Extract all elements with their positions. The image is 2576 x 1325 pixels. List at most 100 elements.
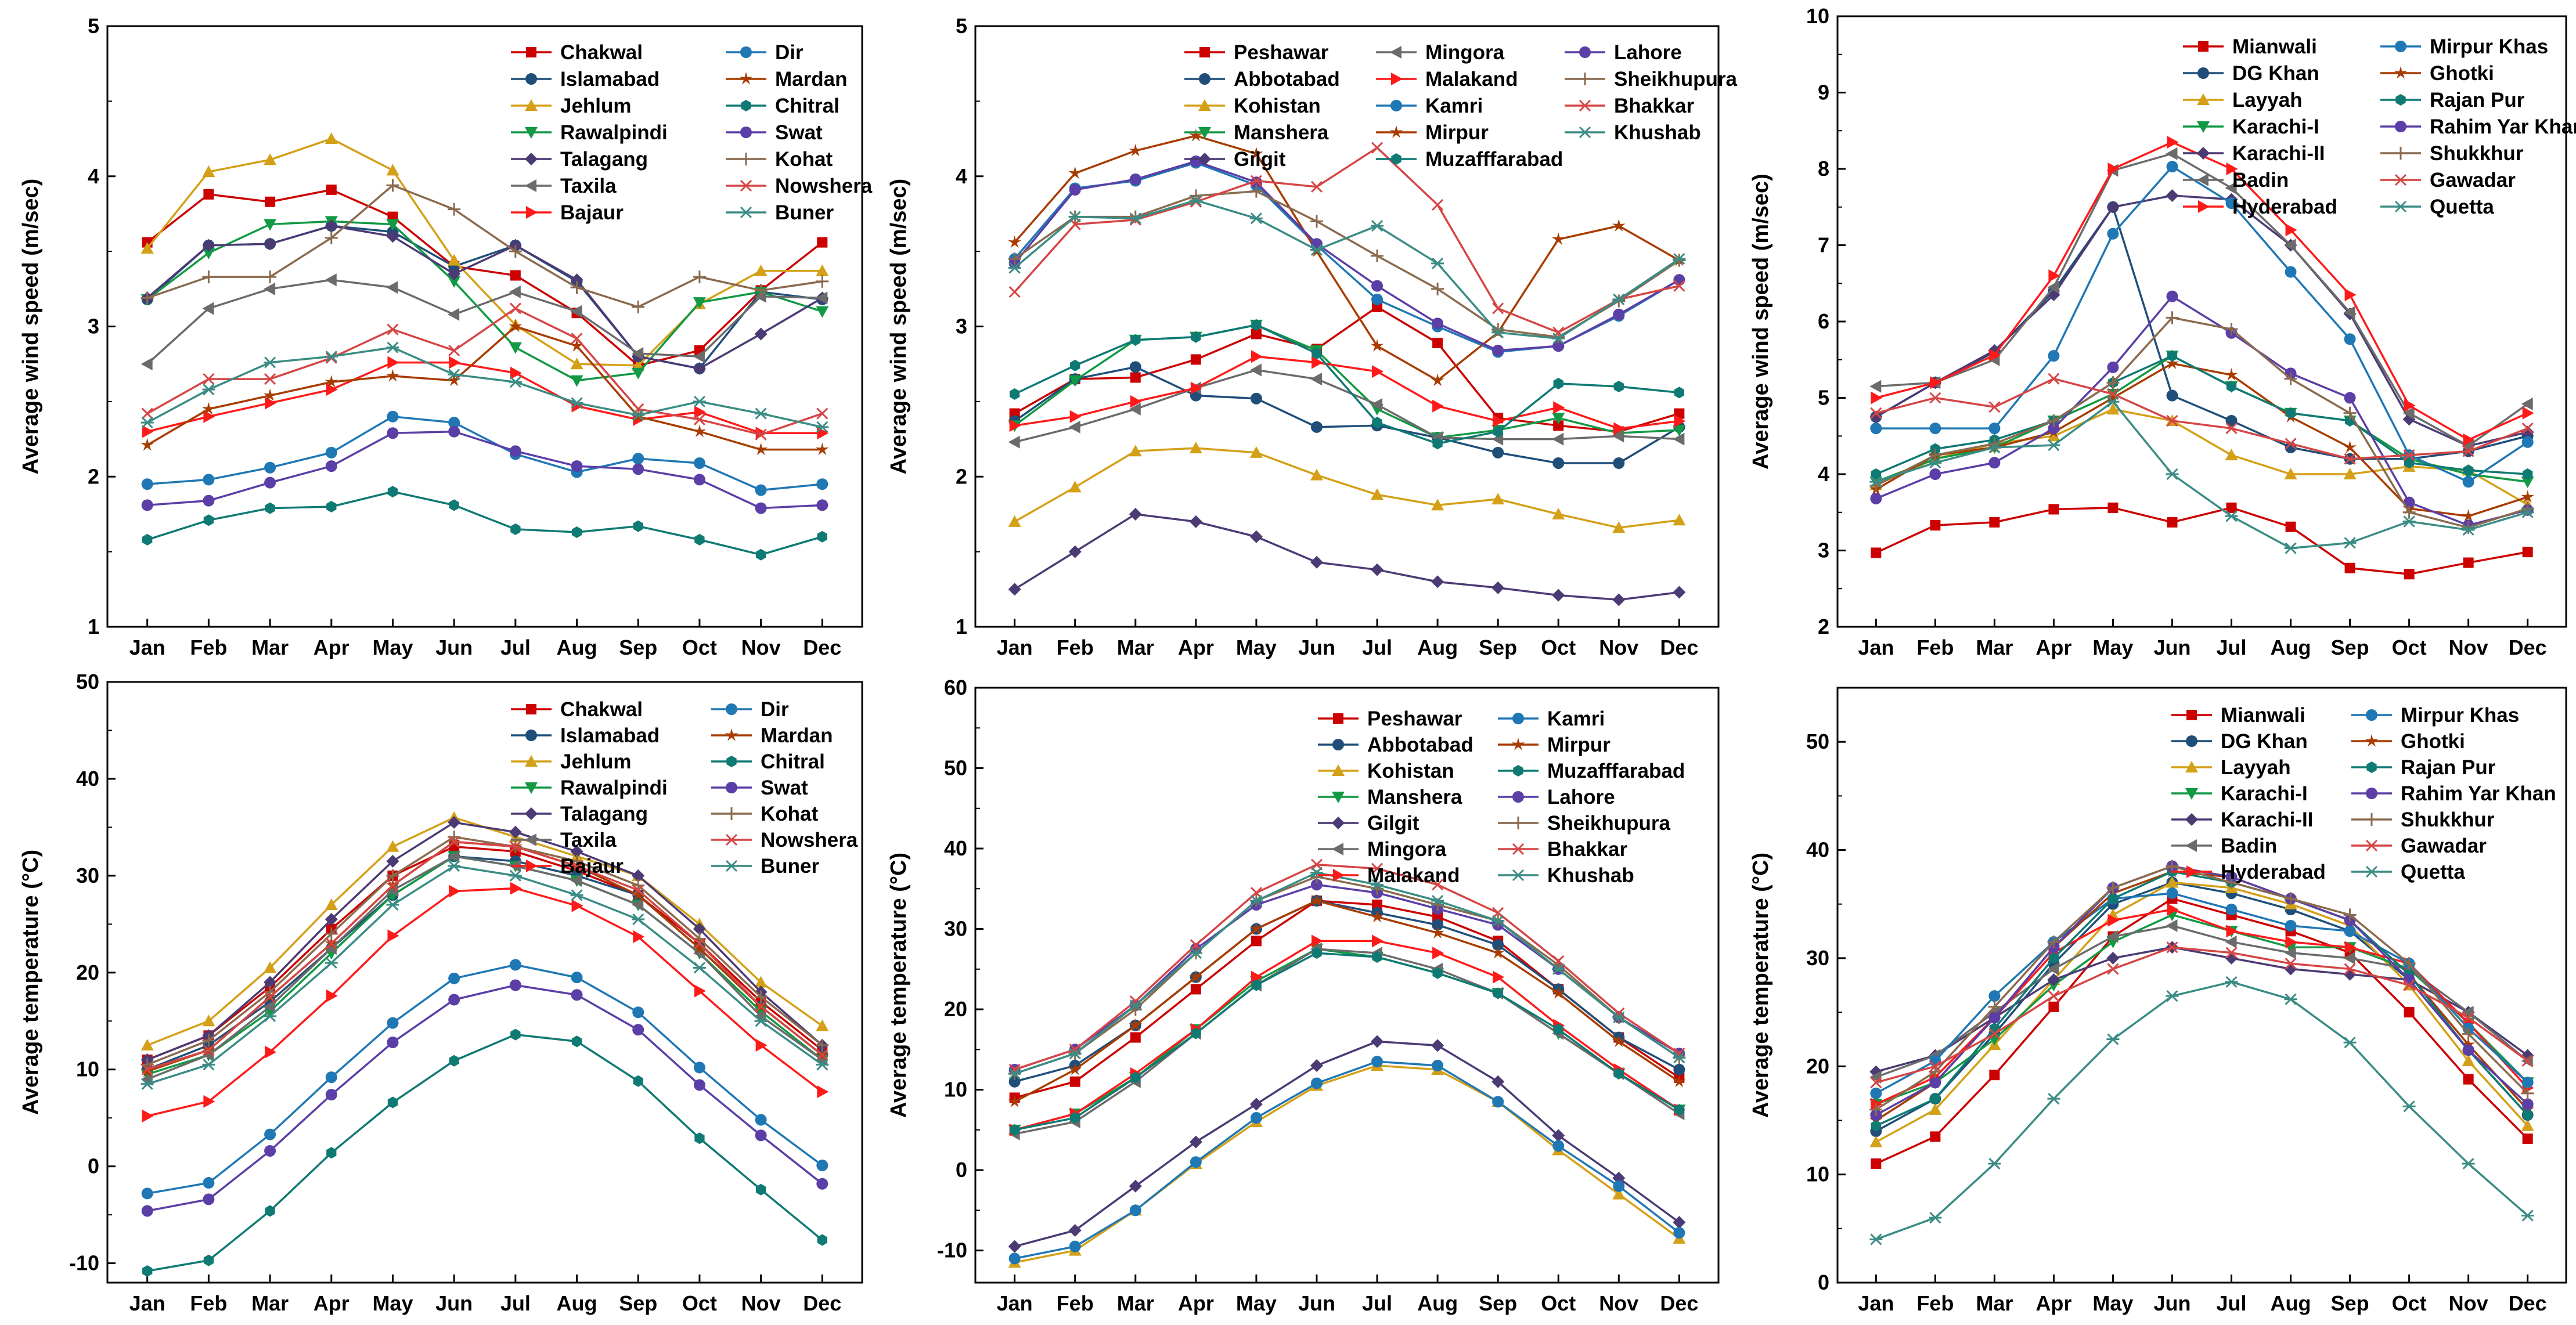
data-point — [2048, 373, 2060, 385]
y-axis-title: Average temperature (°C) — [887, 853, 911, 1118]
data-point — [1989, 517, 2000, 528]
legend-label: Rawalpindi — [560, 777, 668, 799]
data-point — [509, 445, 521, 457]
data-point — [2166, 468, 2179, 481]
x-tick-label: Dec — [803, 1291, 841, 1315]
legend-label: Shukkhur — [2430, 142, 2524, 165]
data-point — [693, 457, 705, 469]
legend-item-peshawar: Peshawar — [1184, 41, 1329, 64]
legend-item-gawadar: Gawadar — [2380, 169, 2516, 192]
legend-item-kohat: Kohat — [726, 148, 833, 171]
legend-marker — [526, 704, 536, 714]
data-point — [1251, 350, 1263, 363]
data-point — [693, 362, 706, 375]
data-point — [1310, 894, 1324, 907]
series-line — [147, 840, 823, 1071]
data-point — [1869, 1103, 1883, 1116]
data-point — [141, 1205, 153, 1217]
data-point — [1310, 215, 1323, 228]
y-tick-label: 7 — [1818, 233, 1829, 257]
data-point — [1988, 441, 2001, 454]
legend-label: Rawalpindi — [560, 121, 668, 144]
legend-item-shukkhur: Shukkhur — [2380, 142, 2524, 165]
legend-label: Manshera — [1234, 121, 1329, 144]
data-point — [1068, 420, 1080, 434]
legend-label: Gawadar — [2401, 835, 2487, 857]
data-point — [2048, 423, 2060, 435]
y-tick-label: 6 — [1818, 309, 1829, 333]
x-tick-label: May — [1236, 636, 1277, 659]
data-point — [816, 499, 828, 511]
legend-label: Quetta — [2401, 861, 2465, 883]
y-tick-label: 60 — [944, 676, 967, 699]
x-tick-label: Oct — [682, 1291, 717, 1315]
data-point — [203, 1177, 215, 1189]
data-point — [1869, 476, 1883, 488]
data-point — [1988, 1012, 2001, 1024]
x-tick-label: Jul — [2217, 636, 2247, 659]
data-point — [1371, 249, 1384, 262]
data-point — [2107, 963, 2119, 975]
data-point — [2285, 223, 2297, 237]
data-point — [265, 502, 275, 514]
data-point — [448, 425, 460, 438]
legend: Mianwali DG Khan Layyah Karachi-I Karachi-II… — [2171, 704, 2556, 883]
legend-marker — [1199, 47, 1210, 57]
data-point — [1613, 308, 1625, 320]
series-line — [1014, 863, 1680, 1071]
data-point — [1553, 420, 1564, 431]
data-point — [571, 526, 582, 538]
plot-frame — [1836, 687, 2567, 1284]
data-point — [2343, 951, 2355, 965]
series-line — [147, 887, 823, 1117]
legend-label: Lahore — [1614, 41, 1682, 64]
data-point — [1190, 155, 1202, 167]
legend-marker — [741, 100, 751, 111]
legend-marker — [2365, 839, 2378, 852]
data-point — [1612, 1034, 1626, 1048]
data-point — [1929, 1103, 1942, 1115]
data-point — [2107, 228, 2119, 240]
data-point — [264, 1010, 277, 1022]
data-point — [816, 478, 828, 490]
data-point — [694, 405, 706, 418]
chart-panel-top-middle: 1 2 3 4 5 Jan Feb Mar Apr May Jun Jul Aug Sep Oct Nov De… — [887, 14, 1738, 659]
data-point — [2285, 266, 2297, 278]
legend-marker — [1390, 100, 1402, 111]
series-line — [1014, 952, 1680, 1131]
legend-label: Ghotki — [2430, 62, 2494, 85]
data-point — [816, 1019, 829, 1031]
data-point — [2463, 433, 2475, 446]
series-line — [1014, 513, 1680, 601]
data-point — [1371, 280, 1384, 292]
data-point — [1069, 184, 1081, 196]
legend-label: Muzafffarabad — [1547, 760, 1685, 782]
legend-label: Taxila — [560, 829, 617, 851]
series-taxila — [140, 273, 828, 371]
legend-label: Karachi-II — [2221, 808, 2314, 831]
data-point — [2047, 429, 2060, 442]
data-point — [1613, 457, 1625, 469]
data-point — [2402, 957, 2416, 970]
legend-marker — [526, 206, 538, 219]
data-point — [203, 1254, 214, 1266]
x-tick-label: Aug — [1417, 636, 1458, 659]
data-point — [2285, 438, 2297, 450]
data-point — [2107, 893, 2119, 905]
data-point — [1008, 1240, 1021, 1253]
data-point — [1068, 1048, 1082, 1060]
x-tick-label: Nov — [741, 636, 781, 659]
data-point — [510, 882, 522, 895]
x-tick-label: Oct — [2392, 636, 2427, 659]
data-point — [1432, 337, 1443, 348]
data-point — [1552, 1129, 1565, 1142]
legend-item-islamabad: Islamabad — [511, 724, 660, 747]
data-point — [2284, 372, 2297, 385]
data-point — [632, 884, 644, 896]
data-point — [1491, 1075, 1505, 1088]
legend-marker — [1389, 125, 1403, 138]
legend-item-rawalpindi: Rawalpindi — [511, 121, 668, 144]
data-point — [1251, 979, 1262, 991]
data-point — [2106, 930, 2119, 943]
data-point — [2523, 1109, 2533, 1121]
